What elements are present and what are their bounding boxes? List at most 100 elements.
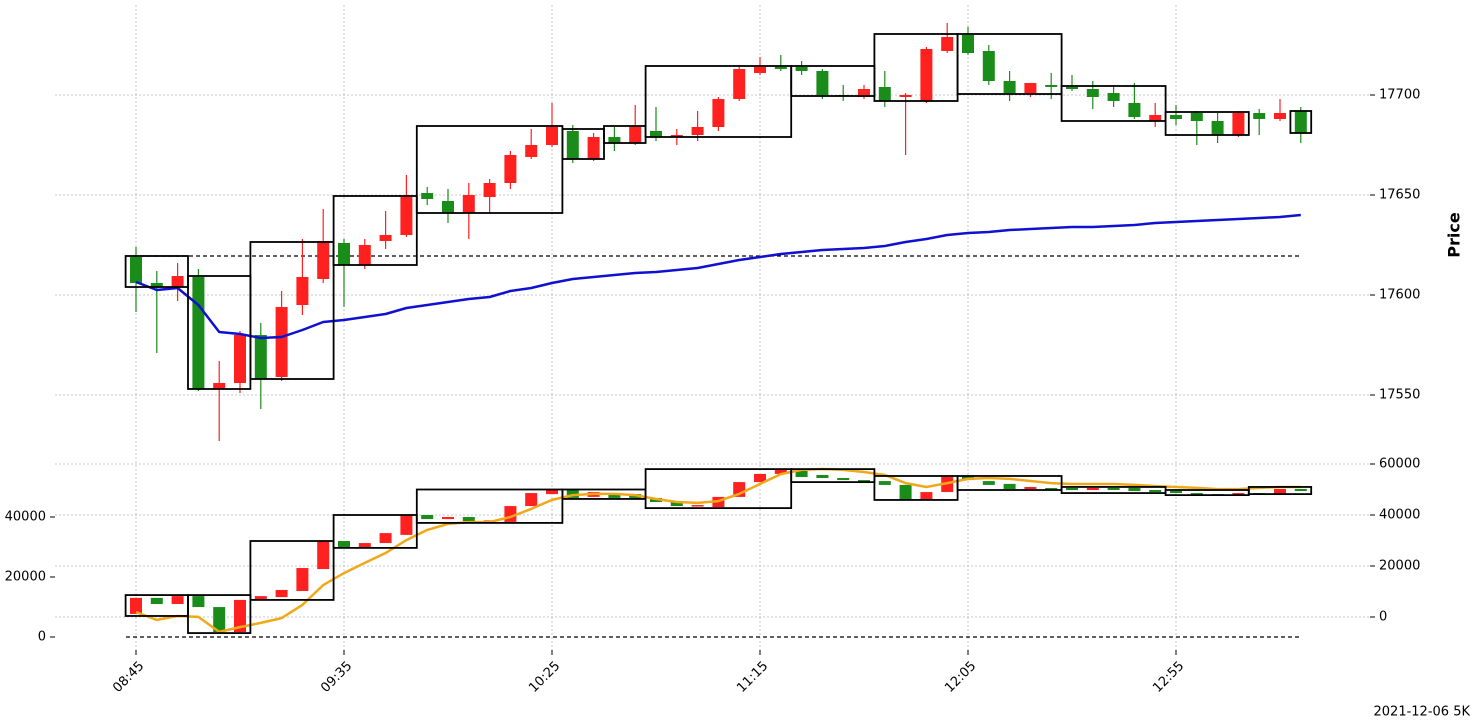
- candle-body: [1274, 113, 1286, 119]
- range-box: [644, 468, 793, 510]
- y-axis-label: Price: [1445, 212, 1464, 258]
- candle-body: [379, 235, 392, 241]
- range-box: [956, 475, 1063, 491]
- x-tick-label: 10:25: [526, 659, 563, 696]
- range-box: [332, 514, 418, 549]
- candle-body: [1274, 488, 1286, 495]
- candle-body: [1294, 488, 1307, 492]
- candle-body: [192, 596, 205, 608]
- candle-body: [1149, 490, 1162, 493]
- candle-body: [691, 505, 704, 507]
- candle-body: [213, 383, 226, 389]
- candle-body: [795, 470, 808, 478]
- range-box: [1060, 85, 1167, 122]
- candle-body: [1232, 493, 1245, 496]
- candle-body: [234, 599, 246, 633]
- candle-body: [1253, 113, 1266, 119]
- range-box: [1164, 111, 1250, 136]
- candle-body: [733, 69, 746, 99]
- range-box: [124, 255, 189, 288]
- candle-body: [442, 201, 454, 213]
- candle-body: [816, 71, 829, 95]
- candle-body: [858, 89, 870, 97]
- candle-body: [1170, 115, 1182, 119]
- candle-body: [400, 514, 413, 535]
- y-tick-label: 60000: [1379, 456, 1420, 471]
- candle-body: [546, 127, 558, 145]
- candle-body: [213, 607, 226, 633]
- candle-body: [878, 481, 891, 485]
- candle-body: [1024, 83, 1037, 93]
- candle-body: [691, 127, 704, 135]
- y-tick-label: 17550: [1379, 388, 1420, 403]
- candle-body: [130, 257, 142, 283]
- candle-body: [899, 484, 912, 500]
- candle-body: [400, 197, 413, 235]
- candle-body: [774, 67, 787, 69]
- range-box: [249, 241, 335, 380]
- candle-body: [670, 501, 683, 507]
- candle-body: [338, 243, 350, 265]
- candle-body: [379, 533, 392, 544]
- candle-body: [338, 541, 350, 548]
- candle-body: [296, 277, 309, 305]
- candle-body: [234, 335, 246, 383]
- candle-body: [462, 195, 475, 213]
- y-tick-label: 20000: [5, 570, 46, 585]
- candle-body: [1190, 113, 1203, 121]
- candle-body: [150, 597, 163, 604]
- candle-body: [275, 589, 288, 598]
- candle-body: [296, 568, 309, 591]
- candle-body: [1107, 93, 1120, 101]
- y-tick-label: 0: [38, 630, 46, 645]
- candle-body: [1232, 113, 1245, 135]
- candle-body: [754, 67, 766, 73]
- candle-body: [878, 87, 891, 101]
- candle-body: [462, 517, 475, 522]
- y-tick-label: 20000: [1379, 558, 1420, 573]
- candle-body: [1086, 487, 1099, 491]
- candle-body: [920, 49, 933, 101]
- candle-body: [1294, 111, 1307, 133]
- line-series: [135, 467, 1301, 634]
- candle-body: [1045, 85, 1058, 87]
- candle-body: [483, 183, 496, 197]
- y-tick-label: 17600: [1379, 288, 1420, 303]
- candle-body: [171, 276, 184, 287]
- candle-body: [1086, 89, 1099, 97]
- candle-body: [171, 596, 184, 604]
- candle-body: [816, 474, 829, 479]
- candle-body: [982, 51, 995, 81]
- candle-body: [1149, 115, 1162, 121]
- candle-body: [774, 469, 787, 474]
- candle-body: [442, 517, 454, 520]
- candle-body: [920, 492, 933, 500]
- candle-body: [1128, 103, 1141, 117]
- range-box: [332, 195, 418, 266]
- candle-body: [1066, 487, 1078, 491]
- candle-body: [358, 245, 371, 265]
- candle-body: [504, 155, 517, 183]
- candle-body: [421, 193, 434, 199]
- x-tick-label: 12:55: [1150, 659, 1187, 696]
- candle-body: [525, 145, 538, 157]
- candle-body: [754, 473, 766, 483]
- candle-body: [525, 493, 538, 507]
- candle-body: [254, 335, 267, 379]
- range-box: [187, 594, 252, 634]
- range-box: [956, 33, 1063, 95]
- candle-body: [1211, 121, 1224, 135]
- candle-body: [670, 135, 683, 137]
- candle-body: [275, 307, 288, 377]
- candle-body: [837, 478, 850, 481]
- range-box: [1247, 486, 1313, 495]
- candle-body: [254, 596, 267, 600]
- range-box: [415, 125, 564, 214]
- candle-body: [358, 543, 371, 548]
- candle-body: [150, 283, 163, 287]
- candle-body: [317, 241, 330, 279]
- candle-body: [629, 127, 642, 143]
- range-box: [249, 540, 335, 601]
- candle-body: [317, 541, 330, 570]
